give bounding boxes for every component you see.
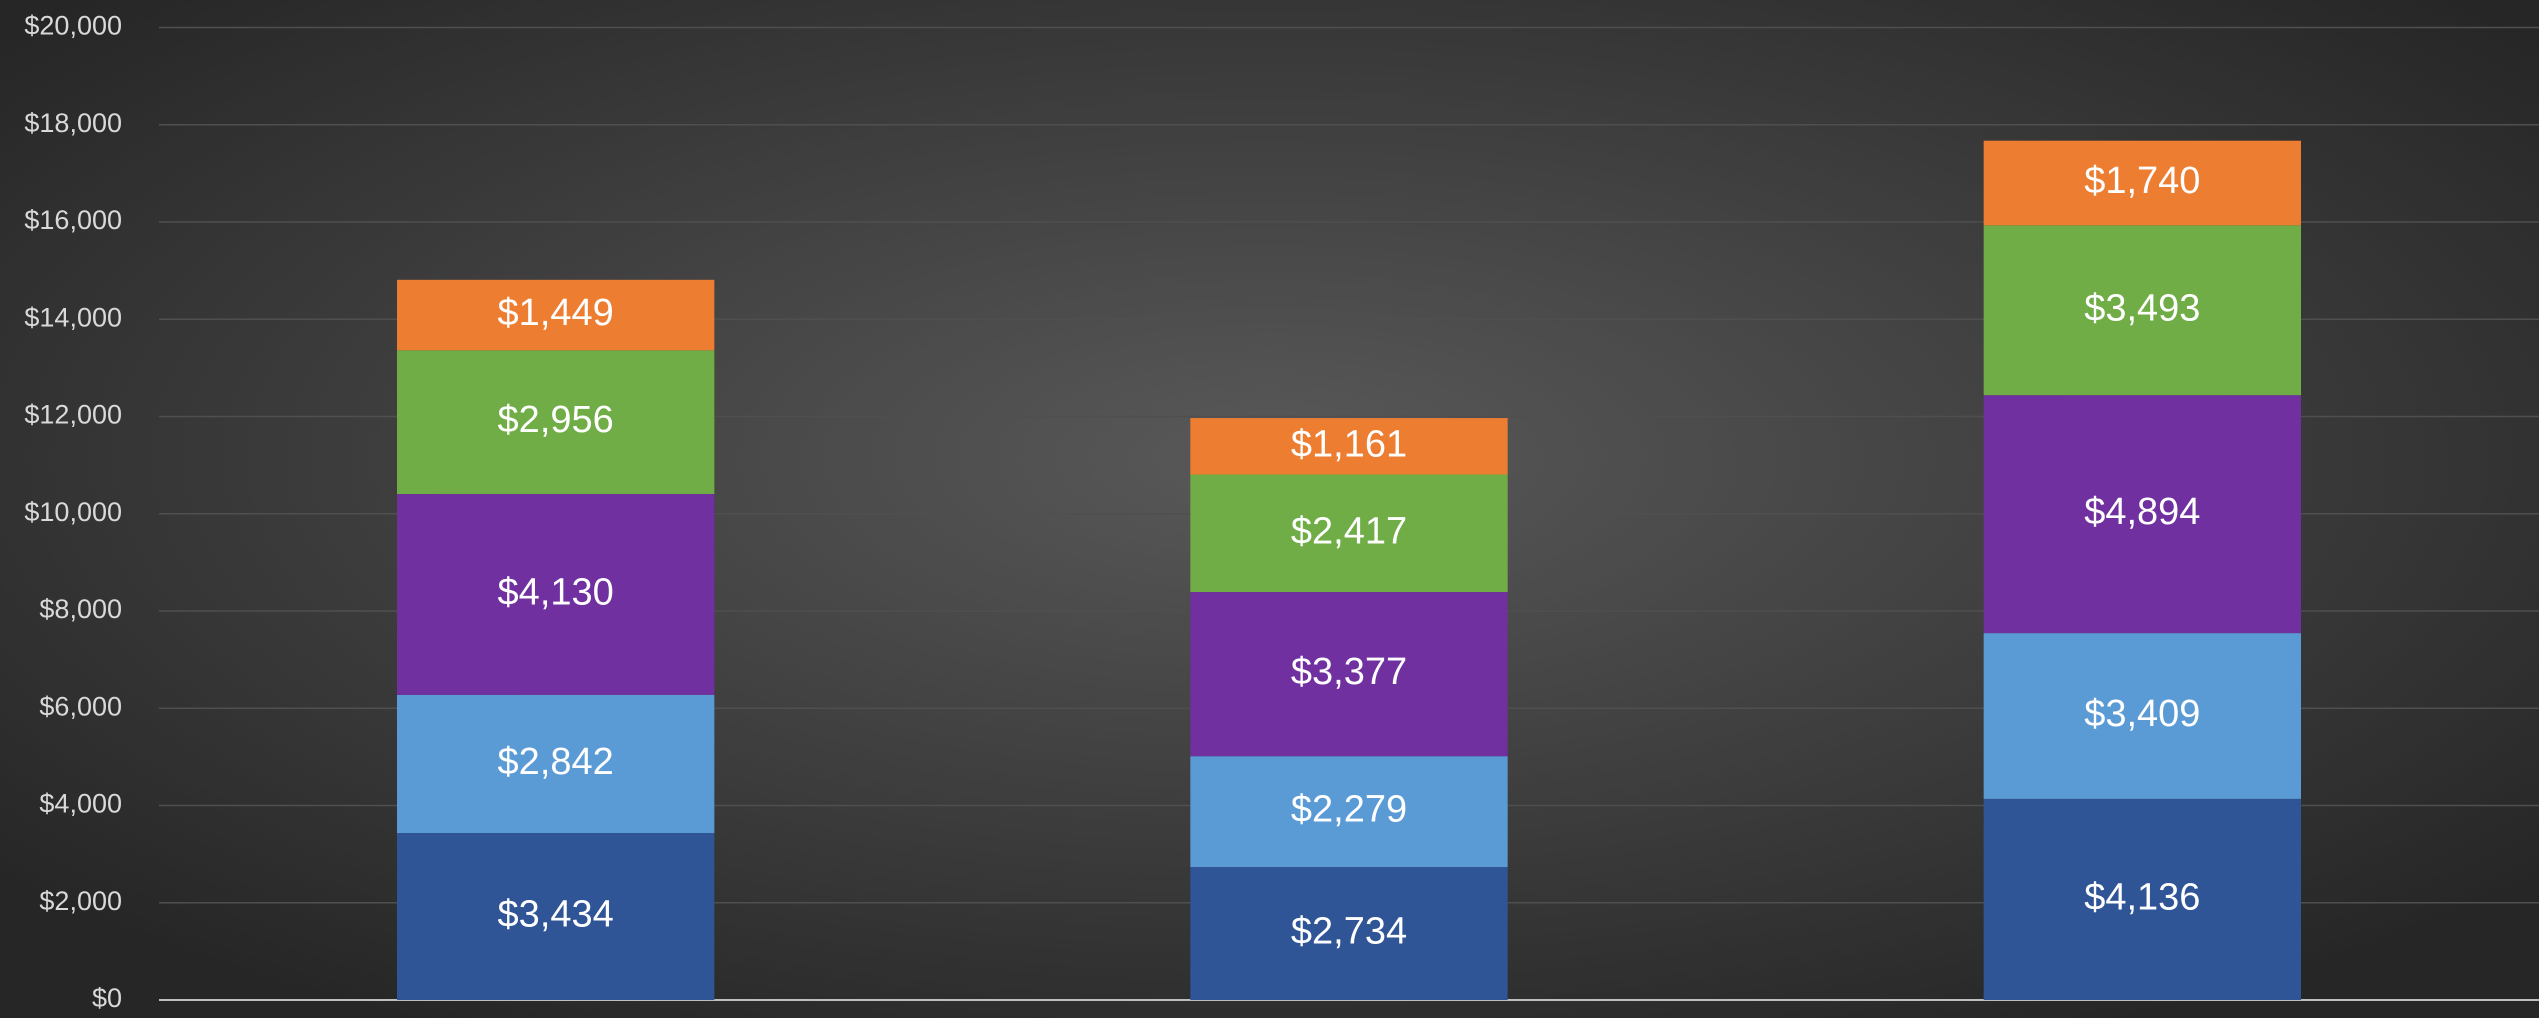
data-label: $1,161: [1291, 423, 1407, 465]
bar-segment: [1190, 867, 1508, 1000]
bar-segment: [1983, 395, 2301, 634]
bar-segment: [1190, 474, 1508, 593]
data-label: $2,279: [1291, 789, 1407, 831]
y-tick-label: $4,000: [39, 789, 122, 819]
y-tick-label: $16,000: [24, 205, 122, 235]
bar-segment: [1190, 756, 1508, 868]
data-label: $3,377: [1291, 651, 1407, 693]
bar-segment: [397, 279, 715, 351]
bar-segment: [1983, 225, 2301, 396]
data-label: $1,740: [2084, 160, 2200, 202]
y-tick-label: $6,000: [39, 691, 122, 721]
bar-segment: [1983, 798, 2301, 1000]
bar-segment: [1190, 592, 1508, 757]
bar-segment: [397, 694, 715, 834]
data-label: $3,434: [498, 894, 614, 936]
y-tick-label: $0: [92, 983, 122, 1013]
bar-segment: [1983, 633, 2301, 799]
data-label: $3,409: [2084, 693, 2200, 735]
data-label: $2,956: [498, 399, 614, 441]
y-tick-label: $20,000: [24, 11, 122, 41]
bar-segment: [397, 494, 715, 695]
data-label: $2,734: [1291, 911, 1407, 953]
bar-segment: [397, 833, 715, 1000]
data-label: $4,136: [2084, 876, 2200, 918]
data-label: $1,449: [498, 292, 614, 334]
data-label: $4,894: [2084, 491, 2200, 533]
bar-segment: [397, 350, 715, 495]
data-label: $2,842: [498, 741, 614, 783]
data-label: $3,493: [2084, 287, 2200, 329]
bar-segment: [1983, 140, 2301, 226]
y-tick-label: $8,000: [39, 594, 122, 624]
y-tick-label: $2,000: [39, 886, 122, 916]
y-tick-label: $10,000: [24, 497, 122, 527]
data-label: $4,130: [498, 571, 614, 613]
y-tick-label: $18,000: [24, 108, 122, 138]
y-tick-label: $12,000: [24, 400, 122, 430]
y-tick-label: $14,000: [24, 302, 122, 332]
bar-segment: [1190, 418, 1508, 475]
data-label: $2,417: [1291, 510, 1407, 552]
